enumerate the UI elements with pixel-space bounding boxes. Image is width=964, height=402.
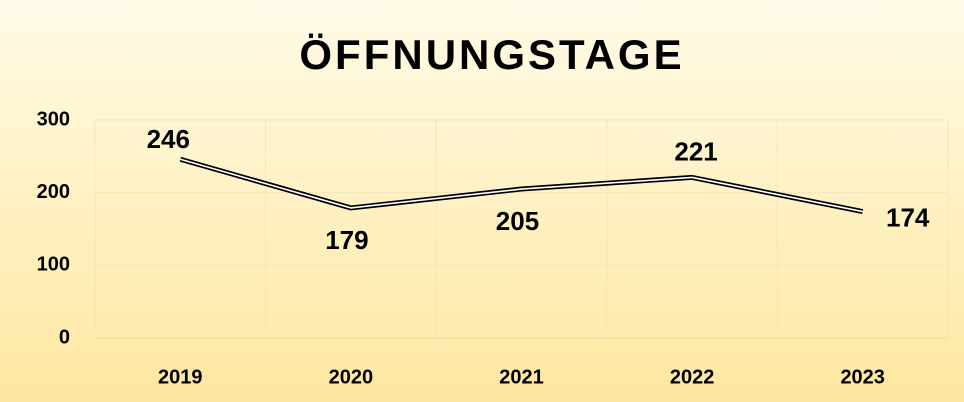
y-tick-label: 100 xyxy=(37,254,70,276)
value-label: 179 xyxy=(325,225,368,255)
x-tick-label: 2019 xyxy=(158,366,203,388)
value-label: 246 xyxy=(147,124,190,154)
y-tick-label: 200 xyxy=(37,181,70,203)
y-tick-label: 300 xyxy=(37,108,70,130)
line-highlight xyxy=(180,158,863,213)
x-tick-label: 2021 xyxy=(499,366,544,388)
value-label: 174 xyxy=(886,202,930,232)
y-tick-label: 0 xyxy=(59,326,70,348)
x-tick-label: 2022 xyxy=(670,366,715,388)
value-label: 205 xyxy=(496,206,539,236)
chart-title: ÖFFNUNGSTAGE xyxy=(299,31,684,78)
x-tick-label: 2023 xyxy=(840,366,885,388)
x-tick-label: 2020 xyxy=(329,366,374,388)
value-label: 221 xyxy=(674,136,717,166)
